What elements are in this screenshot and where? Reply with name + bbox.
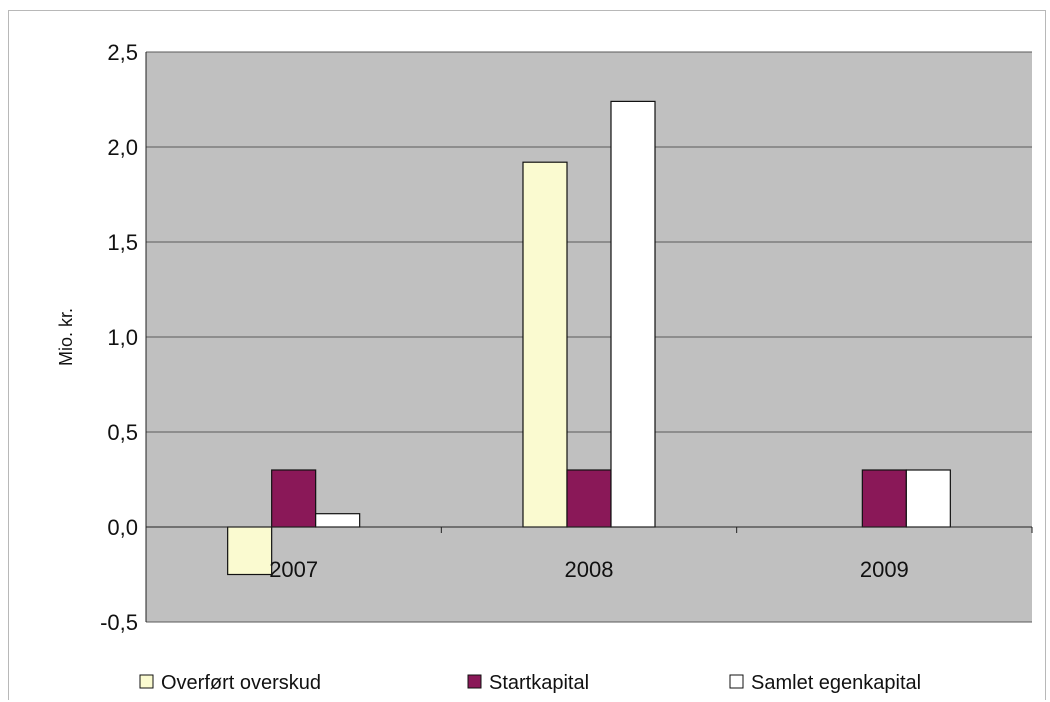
- x-tick-label: 2009: [860, 557, 909, 582]
- legend-item: Samlet egenkapital: [729, 672, 921, 694]
- bar: [610, 100, 656, 528]
- y-tick-label: 2,5: [107, 40, 138, 65]
- legend-swatch: [139, 674, 154, 689]
- y-tick-label: 0,0: [107, 515, 138, 540]
- bar: [227, 526, 273, 576]
- legend-swatch: [467, 674, 482, 689]
- bars: [227, 100, 951, 576]
- legend-item: Overført overskud: [139, 672, 321, 694]
- legend-item: Startkapital: [467, 672, 589, 694]
- bar: [271, 469, 317, 528]
- x-tick-labels: 2007 2008 2009: [269, 557, 909, 582]
- legend: Overført overskud Startkapital Samlet egen…: [139, 672, 921, 694]
- y-tick-label: 0,5: [107, 420, 138, 445]
- y-tick-label: 1,0: [107, 325, 138, 350]
- bar: [315, 513, 361, 528]
- legend-label: Samlet egenkapital: [751, 672, 921, 694]
- chart-frame: [8, 10, 1046, 700]
- y-tick-labels: 2,5 2,0 1,5 1,0 0,5 0,0 -0,5: [100, 40, 138, 635]
- x-tick-label: 2008: [565, 557, 614, 582]
- bar: [566, 469, 612, 528]
- y-tick-label: 2,0: [107, 135, 138, 160]
- axes: [145, 52, 1033, 622]
- bar: [905, 469, 951, 528]
- y-axis-label: Mio. kr.: [56, 308, 76, 366]
- y-tick-label: -0,5: [100, 610, 138, 635]
- legend-swatch: [729, 674, 744, 689]
- legend-label: Startkapital: [489, 672, 589, 694]
- y-tick-label: 1,5: [107, 230, 138, 255]
- x-tick-label: 2007: [269, 557, 318, 582]
- legend-label: Overført overskud: [161, 672, 321, 694]
- bar: [861, 469, 907, 528]
- bar: [522, 161, 568, 528]
